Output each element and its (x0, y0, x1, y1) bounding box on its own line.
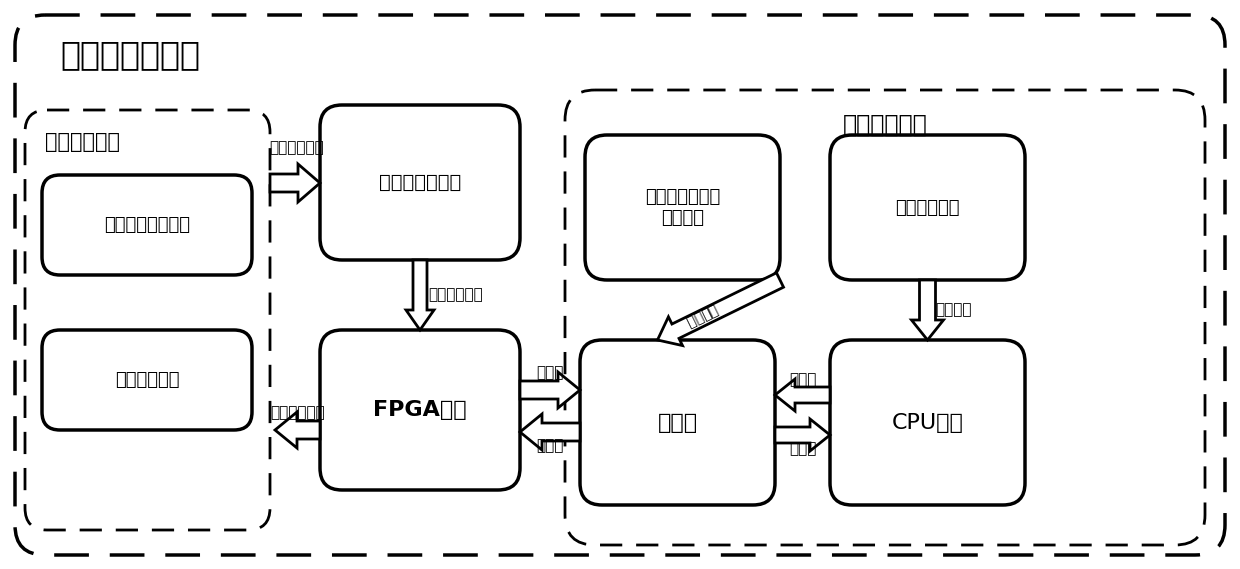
Polygon shape (520, 372, 580, 408)
Text: 数字信号输入: 数字信号输入 (428, 287, 482, 303)
Text: 脉冲信号输入: 脉冲信号输入 (269, 140, 325, 155)
Polygon shape (775, 419, 830, 451)
Text: 信息采集: 信息采集 (683, 302, 719, 329)
FancyBboxPatch shape (320, 330, 520, 490)
Polygon shape (911, 280, 944, 340)
Text: 半导体探测器: 半导体探测器 (115, 371, 180, 389)
FancyBboxPatch shape (320, 105, 520, 260)
Text: 闪烁体晶体探测器: 闪烁体晶体探测器 (104, 216, 190, 234)
Text: 读数据: 读数据 (537, 438, 564, 453)
Polygon shape (657, 273, 784, 345)
Text: 全球定位系统: 全球定位系统 (895, 199, 960, 216)
Text: 存储器: 存储器 (657, 413, 698, 432)
FancyBboxPatch shape (42, 175, 252, 275)
Text: 写数据: 写数据 (789, 372, 816, 387)
Text: FPGA模块: FPGA模块 (373, 400, 466, 420)
Text: 剂量率探测器: 剂量率探测器 (45, 132, 120, 152)
Text: 剂量率检测装置: 剂量率检测装置 (60, 39, 200, 72)
Text: 信号预处理模块: 信号预处理模块 (379, 173, 461, 192)
Text: 姿态传感器、方
位传感器: 姿态传感器、方 位传感器 (645, 188, 720, 227)
Text: 控制信号输出: 控制信号输出 (270, 405, 325, 420)
Text: CPU模块: CPU模块 (892, 413, 963, 432)
Text: 检测装置主体: 检测装置主体 (843, 113, 928, 137)
FancyBboxPatch shape (42, 330, 252, 430)
FancyBboxPatch shape (565, 90, 1205, 545)
Polygon shape (275, 412, 320, 448)
Text: 写数据: 写数据 (537, 365, 564, 380)
Polygon shape (520, 414, 580, 450)
FancyBboxPatch shape (830, 340, 1025, 505)
Text: 信息采集: 信息采集 (935, 303, 972, 318)
Polygon shape (775, 379, 830, 411)
FancyBboxPatch shape (25, 110, 270, 530)
FancyBboxPatch shape (585, 135, 780, 280)
FancyBboxPatch shape (15, 15, 1225, 555)
Polygon shape (270, 164, 320, 202)
FancyBboxPatch shape (830, 135, 1025, 280)
FancyBboxPatch shape (580, 340, 775, 505)
Text: 读数据: 读数据 (789, 441, 816, 456)
Polygon shape (405, 260, 434, 330)
